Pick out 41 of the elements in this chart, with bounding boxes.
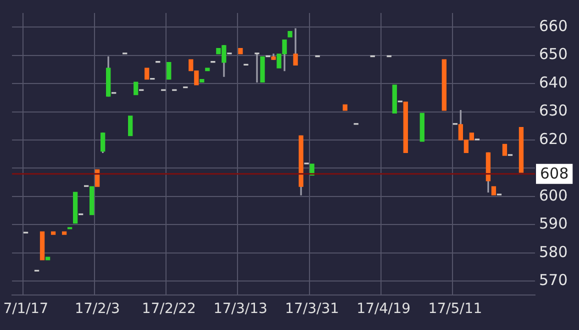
- y-tick-label: 570: [539, 270, 568, 289]
- candlestick: [442, 59, 446, 111]
- candlestick: [205, 68, 210, 72]
- candlestick: [420, 112, 424, 142]
- candlestick: [166, 62, 172, 80]
- candlestick: [144, 68, 150, 80]
- candlestick: [40, 231, 45, 260]
- candlestick: [238, 48, 243, 54]
- candlestick: [45, 256, 50, 260]
- candlestick: [134, 82, 138, 96]
- candlestick: [128, 116, 133, 136]
- candlestick: [491, 186, 496, 196]
- x-tick-label: 17/2/3: [74, 301, 120, 318]
- x-tick-label: 17/2/22: [142, 301, 196, 318]
- y-tick-label: 580: [539, 242, 568, 261]
- candlestick: [403, 102, 408, 154]
- x-tick-label: 17/4/19: [356, 301, 411, 318]
- candlestick: [62, 231, 67, 235]
- candlestick: [342, 104, 348, 111]
- y-tick-label: 640: [539, 73, 568, 92]
- x-tick-label: 17/3/13: [213, 301, 268, 318]
- x-tick-label: 7/1/17: [3, 301, 48, 318]
- y-tick-label: 620: [539, 130, 568, 148]
- candlestick: [50, 231, 56, 235]
- y-tick-label: 650: [539, 45, 568, 64]
- y-tick-label: 590: [539, 214, 568, 233]
- candlestick: [288, 31, 292, 38]
- candlestick: [260, 56, 265, 82]
- ref-line-label: 608: [540, 164, 569, 183]
- candlestick: [502, 144, 508, 156]
- x-tick-label: 17/5/11: [428, 301, 482, 318]
- candlestick: [518, 126, 524, 173]
- candlestick: [72, 192, 78, 224]
- candlestick: [392, 84, 397, 114]
- candlestick: [254, 52, 260, 82]
- candlestick: [200, 78, 204, 82]
- y-tick-label: 660: [539, 17, 568, 35]
- x-tick-label: 17/3/31: [285, 301, 340, 318]
- y-tick-label: 600: [539, 186, 568, 204]
- candlestick: [89, 186, 94, 216]
- y-tick-label: 630: [539, 102, 568, 120]
